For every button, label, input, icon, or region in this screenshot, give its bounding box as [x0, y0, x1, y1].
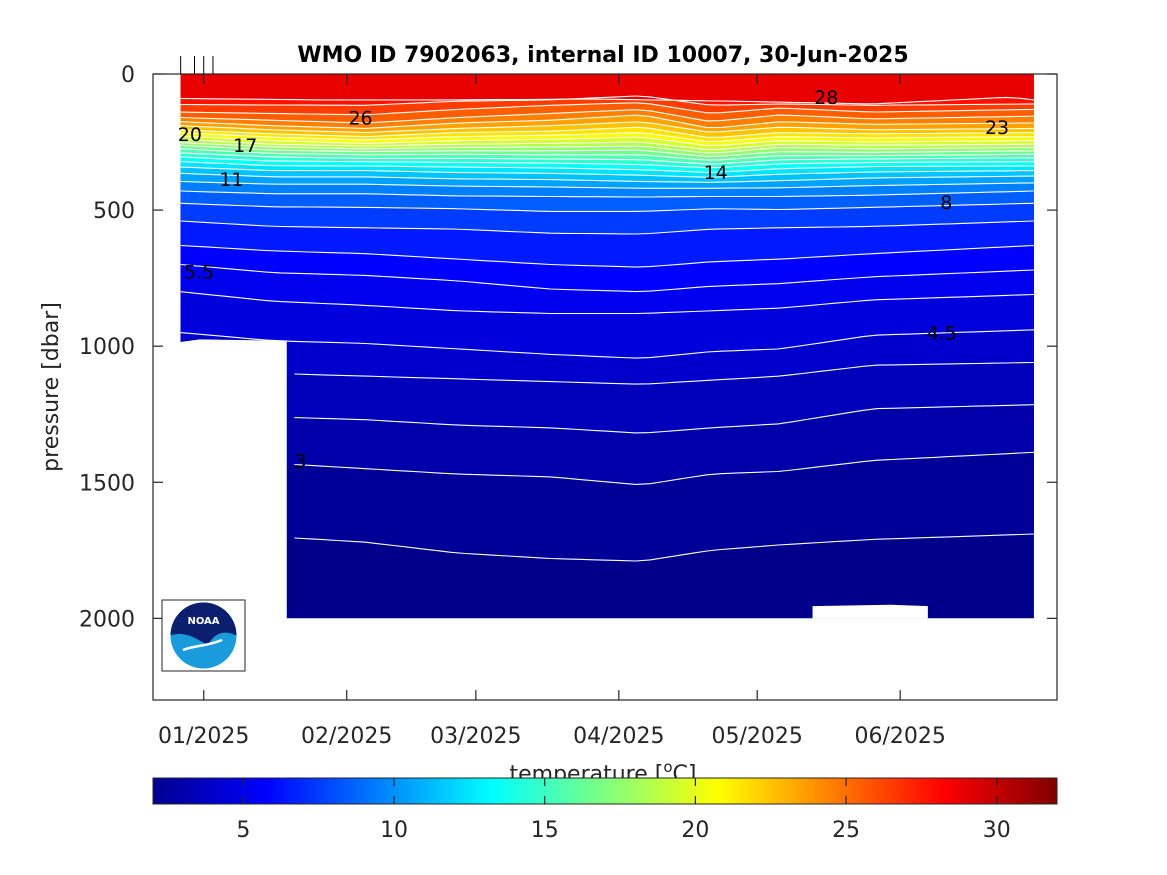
contour-label: 28 — [814, 87, 838, 109]
chart-title: WMO ID 7902063, internal ID 10007, 30-Ju… — [297, 43, 908, 68]
colorbar-tick-label: 10 — [380, 818, 408, 843]
isotherm-20 — [180, 135, 1034, 147]
contour-label: 26 — [348, 108, 372, 130]
x-tick-label: 04/2025 — [573, 724, 664, 749]
contour-label: 8 — [940, 192, 952, 214]
profile-markers — [180, 56, 214, 74]
isotherm-27 — [180, 95, 1034, 106]
isotherm-3.5 — [294, 404, 1034, 434]
contour-label: 4.5 — [927, 323, 957, 345]
isotherm-14 — [180, 156, 1034, 169]
colorbar-tick-label: 25 — [832, 818, 860, 843]
isotherm-lines — [180, 95, 1034, 562]
contour-label: 11 — [219, 169, 243, 191]
isotherm-15 — [180, 152, 1034, 165]
logo-upper — [170, 602, 237, 645]
isotherm-17 — [180, 144, 1034, 158]
isotherm-23 — [180, 121, 1034, 134]
isotherm-22 — [180, 126, 1034, 138]
isotherm-2.5 — [294, 533, 1034, 562]
isotherm-24 — [180, 114, 1034, 129]
x-axis: 01/2025 02/2025 03/2025 04/2025 05/2025 06/20… — [158, 74, 946, 749]
logo-gull — [182, 638, 223, 652]
isotherm-28.5 — [180, 96, 1034, 105]
colorbar-tick-label: 5 — [236, 818, 250, 843]
isotherm-25 — [180, 109, 1034, 124]
isotherm-11 — [180, 172, 1034, 183]
y-tick-label: 1000 — [79, 335, 135, 360]
contour-label: 23 — [985, 117, 1009, 139]
x-tick-label: 03/2025 — [430, 724, 521, 749]
contour-label: 3 — [295, 450, 307, 472]
temperature-field — [178, 74, 1036, 700]
colorbar-ticks: 5 10 15 20 25 30 — [236, 778, 1011, 843]
isotherm-18 — [180, 142, 1034, 154]
colorbar-tick-label: 30 — [983, 818, 1011, 843]
x-tick-label: 05/2025 — [712, 724, 803, 749]
y-tick-label: 1500 — [79, 471, 135, 496]
colorbar-tick-label: 20 — [681, 818, 709, 843]
isotherm-3 — [294, 451, 1034, 485]
isotherm-5 — [180, 291, 1034, 315]
colorbar — [152, 777, 1058, 805]
x-tick-label: 06/2025 — [854, 724, 945, 749]
isotherm-19 — [180, 138, 1034, 151]
plot-frame — [152, 73, 1058, 701]
isotherm-12 — [180, 166, 1034, 178]
colorbar-tick-label: 15 — [531, 818, 559, 843]
isotherm-9 — [180, 190, 1034, 198]
isotherm-7 — [180, 220, 1034, 235]
contour-label: 17 — [233, 135, 257, 157]
y-tick-label: 2000 — [79, 607, 135, 632]
isotherm-8 — [180, 202, 1034, 212]
isotherm-16 — [180, 148, 1034, 161]
isotherm-13 — [180, 161, 1034, 173]
noaa-logo: NOAA — [161, 599, 246, 672]
contour-label: 20 — [178, 124, 202, 146]
isotherm-5.5 — [180, 263, 1034, 293]
y-axis-label: pressure [dbar] — [39, 302, 64, 472]
colorbar-label-degree: o — [663, 758, 672, 776]
isotherm-26 — [180, 102, 1034, 116]
isotherm-4.5 — [180, 329, 1034, 359]
below-profile-region — [178, 618, 1036, 700]
y-tick-label: 0 — [121, 63, 135, 88]
contour-label: 14 — [704, 162, 728, 184]
logo-text: NOAA — [187, 616, 219, 627]
missing-data-notch — [812, 604, 928, 619]
contour-label: 5.5 — [184, 261, 214, 283]
isotherm-4 — [294, 361, 1034, 385]
y-axis: 0 500 1000 1500 2000 — [79, 63, 1057, 632]
contour-labels: 28 26 20 23 17 14 11 8 5.5 4.5 3 — [178, 87, 1009, 472]
x-tick-label: 01/2025 — [158, 724, 249, 749]
isotherm-10 — [180, 180, 1034, 189]
x-tick-label: 02/2025 — [301, 724, 392, 749]
field-band — [180, 74, 1034, 104]
isotherm-21 — [180, 131, 1034, 143]
isotherm-6 — [180, 244, 1034, 268]
y-tick-label: 500 — [93, 199, 135, 224]
